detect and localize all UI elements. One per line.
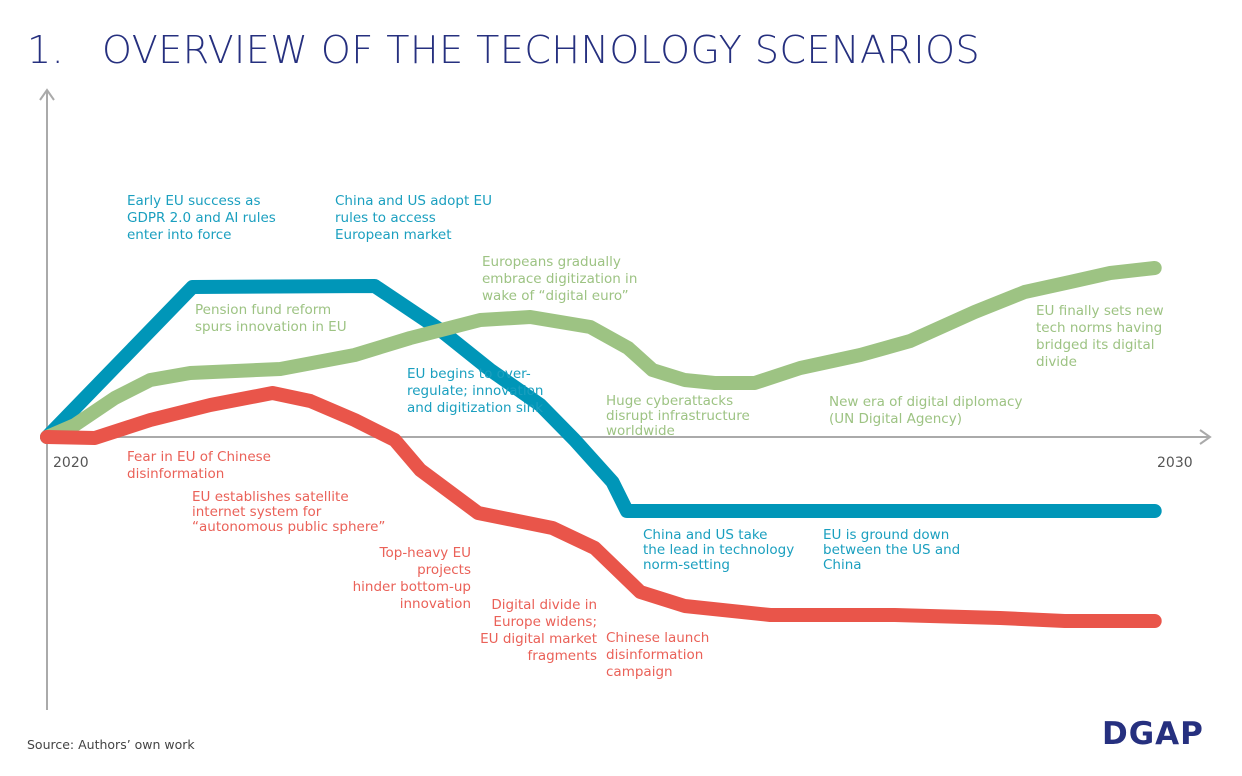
annotation-pension-reform: Pension fund reform spurs innovation in …	[195, 302, 347, 335]
x-tick-label-2020: 2020	[53, 455, 89, 471]
annotation-early-eu-success: Early EU success as GDPR 2.0 and AI rule…	[127, 193, 276, 243]
page-title: 1. OVERVIEW OF THE TECHNOLOGY SCENARIOS	[27, 28, 981, 72]
annotation-china-us-lead: China and US take the lead in technology…	[643, 527, 795, 573]
blue-scenario-line	[40, 279, 1162, 518]
annotation-digital-divide: Digital divide in Europe widens; EU digi…	[480, 597, 597, 664]
annotation-satellite-internet: EU establishes satellite internet system…	[192, 489, 386, 535]
annotation-top-heavy-projects: Top-heavy EU projects hinder bottom-up i…	[352, 545, 471, 612]
annotation-digital-diplomacy: New era of digital diplomacy (UN Digital…	[829, 394, 1023, 427]
x-tick-label-2030: 2030	[1157, 455, 1193, 471]
y-axis-arrow-icon	[39, 88, 55, 101]
series-group	[40, 261, 1162, 628]
annotation-digital-euro: Europeans gradually embrace digitization…	[482, 254, 638, 304]
annotation-china-us-adopt: China and US adopt EU rules to access Eu…	[335, 193, 492, 243]
annotation-fear-disinformation: Fear in EU of Chinese disinformation	[127, 449, 271, 482]
annotation-eu-tech-norms: EU finally sets new tech norms having br…	[1036, 303, 1164, 370]
source-note: Source: Authors’ own work	[27, 737, 195, 752]
annotation-chinese-disinformation: Chinese launch disinformation campaign	[606, 630, 710, 680]
axes	[39, 88, 1212, 710]
x-axis-arrow-icon	[1199, 429, 1212, 445]
annotation-eu-ground-down: EU is ground down between the US and Chi…	[823, 527, 961, 573]
annotation-eu-overregulate: EU begins to over- regulate; innovation …	[407, 366, 544, 416]
svg-text:DGAP: DGAP	[1102, 716, 1204, 752]
green-scenario-line	[40, 261, 1162, 444]
dgap-logo: DGAP	[1102, 716, 1204, 752]
red-scenario-line	[40, 386, 1162, 628]
annotation-cyberattacks: Huge cyberattacks disrupt infrastructure…	[606, 393, 750, 439]
